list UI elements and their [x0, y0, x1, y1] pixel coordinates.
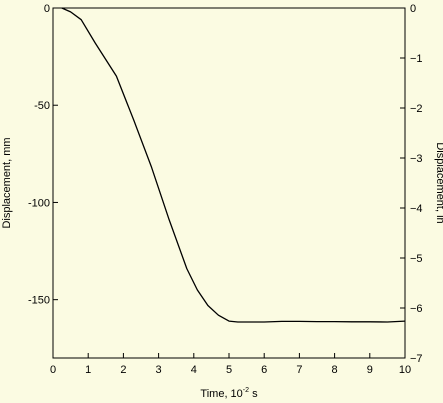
displacement-line — [61, 7, 406, 323]
left-y-tick-label: -150 — [28, 295, 50, 307]
x-tick-label: 7 — [296, 364, 302, 376]
left-y-axis-title: Displacement, mm — [1, 137, 13, 228]
right-y-tick-label: −4 — [410, 203, 423, 215]
x-tick-label: 5 — [226, 364, 232, 376]
x-axis-title-exponent: -2 — [243, 387, 249, 394]
x-tick-label: 0 — [50, 364, 56, 376]
left-y-tick-label: 0 — [44, 3, 50, 15]
x-tick-label: 3 — [156, 364, 162, 376]
x-tick-label: 1 — [85, 364, 91, 376]
right-y-axis-ticks: 0 −1 −2 −3 −4 −5 −6 −7 — [400, 3, 423, 365]
x-axis-title: Time, 10-2 s — [200, 387, 258, 400]
right-y-tick-label: −7 — [410, 353, 423, 365]
right-y-tick-label: −5 — [410, 253, 423, 265]
right-y-axis-title: Displacement, in — [434, 142, 443, 223]
right-y-tick-label: −3 — [410, 153, 423, 165]
right-y-tick-label: 0 — [410, 3, 416, 15]
left-y-tick-label: -50 — [34, 100, 50, 112]
right-y-tick-label: −2 — [410, 103, 423, 115]
x-tick-label: 4 — [191, 364, 197, 376]
right-y-tick-label: −6 — [410, 303, 423, 315]
x-tick-label: 2 — [120, 364, 126, 376]
x-tick-label: 6 — [261, 364, 267, 376]
left-y-axis-ticks: 0 -50 -100 -150 — [28, 3, 58, 307]
x-axis-title-unit: s — [249, 388, 258, 400]
x-tick-label: 8 — [332, 364, 338, 376]
x-tick-label: 9 — [367, 364, 373, 376]
series-group — [61, 7, 406, 323]
right-y-tick-label: −1 — [410, 53, 423, 65]
x-axis-title-prefix: Time, 10 — [200, 388, 242, 400]
left-y-tick-label: -100 — [28, 197, 50, 209]
x-axis-ticks: 0 1 2 3 4 5 6 7 8 9 10 — [50, 353, 411, 376]
x-tick-label: 10 — [399, 364, 411, 376]
